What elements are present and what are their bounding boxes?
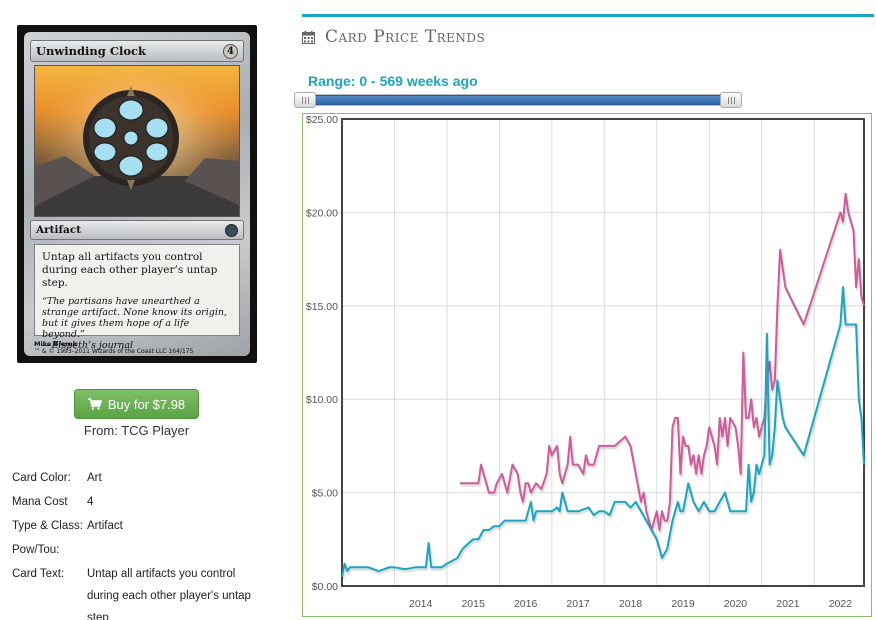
chart-container	[302, 113, 872, 617]
x-tick-label: 2019	[671, 598, 695, 610]
card-attributes: Card Color: Art Mana Cost 4 Type & Class…	[12, 466, 262, 620]
card-image: Unwinding Clock 4	[17, 25, 257, 363]
attr-label: Type & Class:	[12, 520, 83, 532]
attr-value: 4	[87, 496, 94, 508]
card-name: Unwinding Clock	[36, 44, 146, 58]
x-tick-label: 2018	[619, 598, 643, 610]
price-chart: $0.00 $5.00 $10.00 $15.00 $20.00 $25.00 2014 20…	[306, 114, 867, 610]
attr-row-type: Type & Class: Artifact	[12, 514, 262, 538]
range-slider-selection	[308, 95, 730, 105]
buy-button[interactable]: Buy for $7.98	[74, 389, 199, 419]
card-copyright: ™ & © 1993–2011 Wizards of the Coast LLC…	[34, 348, 194, 355]
attr-row-card-text: Card Text: Untap all artifacts you contr…	[12, 562, 262, 620]
y-tick-label: $20.00	[306, 207, 338, 219]
card-flavor-text: “The partisans have unearthed a strange …	[42, 296, 228, 340]
calendar-icon	[302, 30, 315, 44]
set-symbol-icon	[225, 223, 238, 237]
attr-value: Untap all artifacts you control during e…	[87, 568, 251, 620]
series-line-0	[460, 192, 865, 531]
attr-label: Card Text:	[12, 568, 65, 580]
x-tick-label: 2015	[461, 598, 485, 610]
attr-row-color: Card Color: Art	[12, 466, 262, 490]
attr-value: Artifact	[87, 520, 123, 532]
card-artist: Mike Bierek	[34, 340, 78, 348]
attr-row-pow-tou: Pow/Tou:	[12, 538, 262, 562]
x-tick-label: 2020	[724, 598, 748, 610]
plot-area	[342, 119, 864, 586]
card-rules-text: Untap all artifacts you control during e…	[42, 251, 218, 289]
attr-row-mana-cost: Mana Cost 4	[12, 490, 262, 514]
x-tick-label: 2016	[514, 598, 538, 610]
card-face: Unwinding Clock 4	[24, 32, 250, 356]
card-type-bar: Artifact	[30, 220, 244, 240]
y-tick-label: $10.00	[306, 394, 338, 406]
section-divider	[302, 14, 874, 17]
mana-symbol-icon: 4	[223, 43, 238, 59]
x-tick-label: 2021	[776, 598, 800, 610]
card-footer: Mike Bierek ™ & © 1993–2011 Wizards of t…	[34, 340, 240, 356]
buy-button-label: Buy for $7.98	[107, 396, 186, 412]
y-tick-label: $5.00	[312, 488, 338, 500]
attr-label: Card Color:	[12, 472, 71, 484]
card-flavor-attribution: —Elspeth’s journal	[42, 340, 134, 351]
x-tick-label: 2014	[409, 598, 433, 610]
card-type-line: Artifact	[36, 224, 82, 236]
price-trends-header: Card Price Trends	[302, 27, 485, 47]
card-text-box: Untap all artifacts you control during e…	[34, 244, 240, 351]
x-tick-label: 2022	[829, 598, 853, 610]
y-tick-label: $15.00	[306, 301, 338, 313]
section-title: Card Price Trends	[325, 27, 486, 47]
buy-source: From: TCG Player	[83, 423, 190, 438]
card-art	[34, 65, 240, 217]
attr-value	[87, 538, 262, 562]
range-label: Range: 0 - 569 weeks ago	[308, 73, 478, 89]
plot-border	[341, 118, 865, 587]
y-tick-label: $25.00	[306, 114, 338, 126]
range-slider-handle-start[interactable]	[294, 92, 316, 108]
series-line-1	[341, 286, 865, 577]
attr-label: Pow/Tou:	[12, 544, 60, 556]
range-slider-handle-end[interactable]	[720, 92, 742, 108]
series-shadow-1	[341, 287, 867, 579]
x-tick-label: 2017	[566, 598, 590, 610]
card-title-bar: Unwinding Clock 4	[30, 40, 244, 62]
y-tick-label: $0.00	[312, 581, 338, 593]
attr-value: Art	[87, 472, 102, 484]
shopping-cart-icon	[87, 398, 102, 410]
attr-label: Mana Cost	[12, 496, 68, 508]
